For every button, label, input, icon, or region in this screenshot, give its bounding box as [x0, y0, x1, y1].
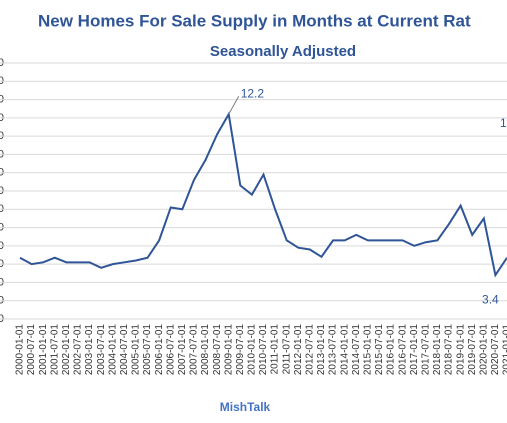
- x-tick-label: 2000-07-01: [26, 324, 37, 376]
- x-tick-label: 2010-01-01: [247, 324, 258, 376]
- x-tick-label: 2007-01-01: [177, 324, 188, 376]
- x-axis-label: MishTalk: [220, 400, 271, 414]
- x-tick-label: 2021-01-01: [502, 324, 507, 376]
- x-tick-label: 2005-07-01: [142, 324, 153, 376]
- x-tick-label: 2006-07-01: [165, 324, 176, 376]
- x-tick-label: 2002-01-01: [61, 324, 72, 376]
- x-tick-label: 2011-07-01: [281, 324, 292, 375]
- x-tick-label: 2002-07-01: [73, 324, 84, 376]
- x-tick-label: 2006-01-01: [154, 324, 165, 376]
- x-tick-label: 2016-07-01: [397, 324, 408, 376]
- x-tick-label: 2013-07-01: [328, 324, 339, 376]
- x-tick-label: 2014-01-01: [339, 324, 350, 376]
- x-tick-label: 2007-07-01: [189, 324, 200, 376]
- x-tick-label: 2004-01-01: [107, 324, 118, 376]
- x-tick-label: 2001-07-01: [49, 324, 60, 376]
- annotation: 12.2: [241, 86, 265, 100]
- x-tick-label: 2008-01-01: [200, 324, 211, 376]
- annotation: 3.4: [482, 292, 499, 306]
- annotation: 1: [500, 116, 507, 130]
- data-line: [19, 111, 507, 278]
- x-tick-label: 2019-07-01: [467, 324, 478, 376]
- x-tick-label: 2001-01-01: [38, 324, 49, 376]
- x-tick-label: 2017-01-01: [409, 324, 420, 376]
- x-tick-label: 2016-01-01: [386, 324, 397, 376]
- x-tick-label: 2020-01-01: [478, 324, 489, 376]
- x-tick-label: 2012-07-01: [305, 324, 316, 376]
- x-tick-label: 2008-07-01: [212, 324, 223, 376]
- x-tick-label: 2020-07-01: [490, 324, 501, 376]
- x-tick-label: 2004-07-01: [119, 324, 130, 376]
- x-tick-label: 2019-01-01: [455, 324, 466, 376]
- x-tick-label: 2012-01-01: [293, 324, 304, 376]
- annotation-leader: [228, 95, 240, 115]
- x-tick-label: 2011-01-01: [270, 324, 281, 375]
- chart-title: New Homes For Sale Supply in Months at C…: [38, 11, 471, 30]
- x-tick-label: 2010-07-01: [258, 324, 269, 376]
- x-tick-label: 2018-07-01: [444, 324, 455, 376]
- x-tick-label: 2014-07-01: [351, 324, 362, 376]
- x-tick-label: 2003-07-01: [96, 324, 107, 376]
- x-tick-label: 2018-01-01: [432, 324, 443, 376]
- chart-subtitle: Seasonally Adjusted: [210, 43, 356, 60]
- x-tick-label: 2009-01-01: [223, 324, 234, 376]
- x-tick-label: 2009-07-01: [235, 324, 246, 376]
- x-tick-label: 2015-01-01: [362, 324, 373, 376]
- x-tick-label: 2005-01-01: [131, 324, 142, 376]
- x-tick-label: 2000-01-01: [15, 324, 26, 376]
- x-tick-label: 2013-01-01: [316, 324, 327, 376]
- x-tick-label: 2015-07-01: [374, 324, 385, 376]
- x-tick-label: 2017-07-01: [420, 324, 431, 376]
- x-tick-label: 2003-01-01: [84, 324, 95, 376]
